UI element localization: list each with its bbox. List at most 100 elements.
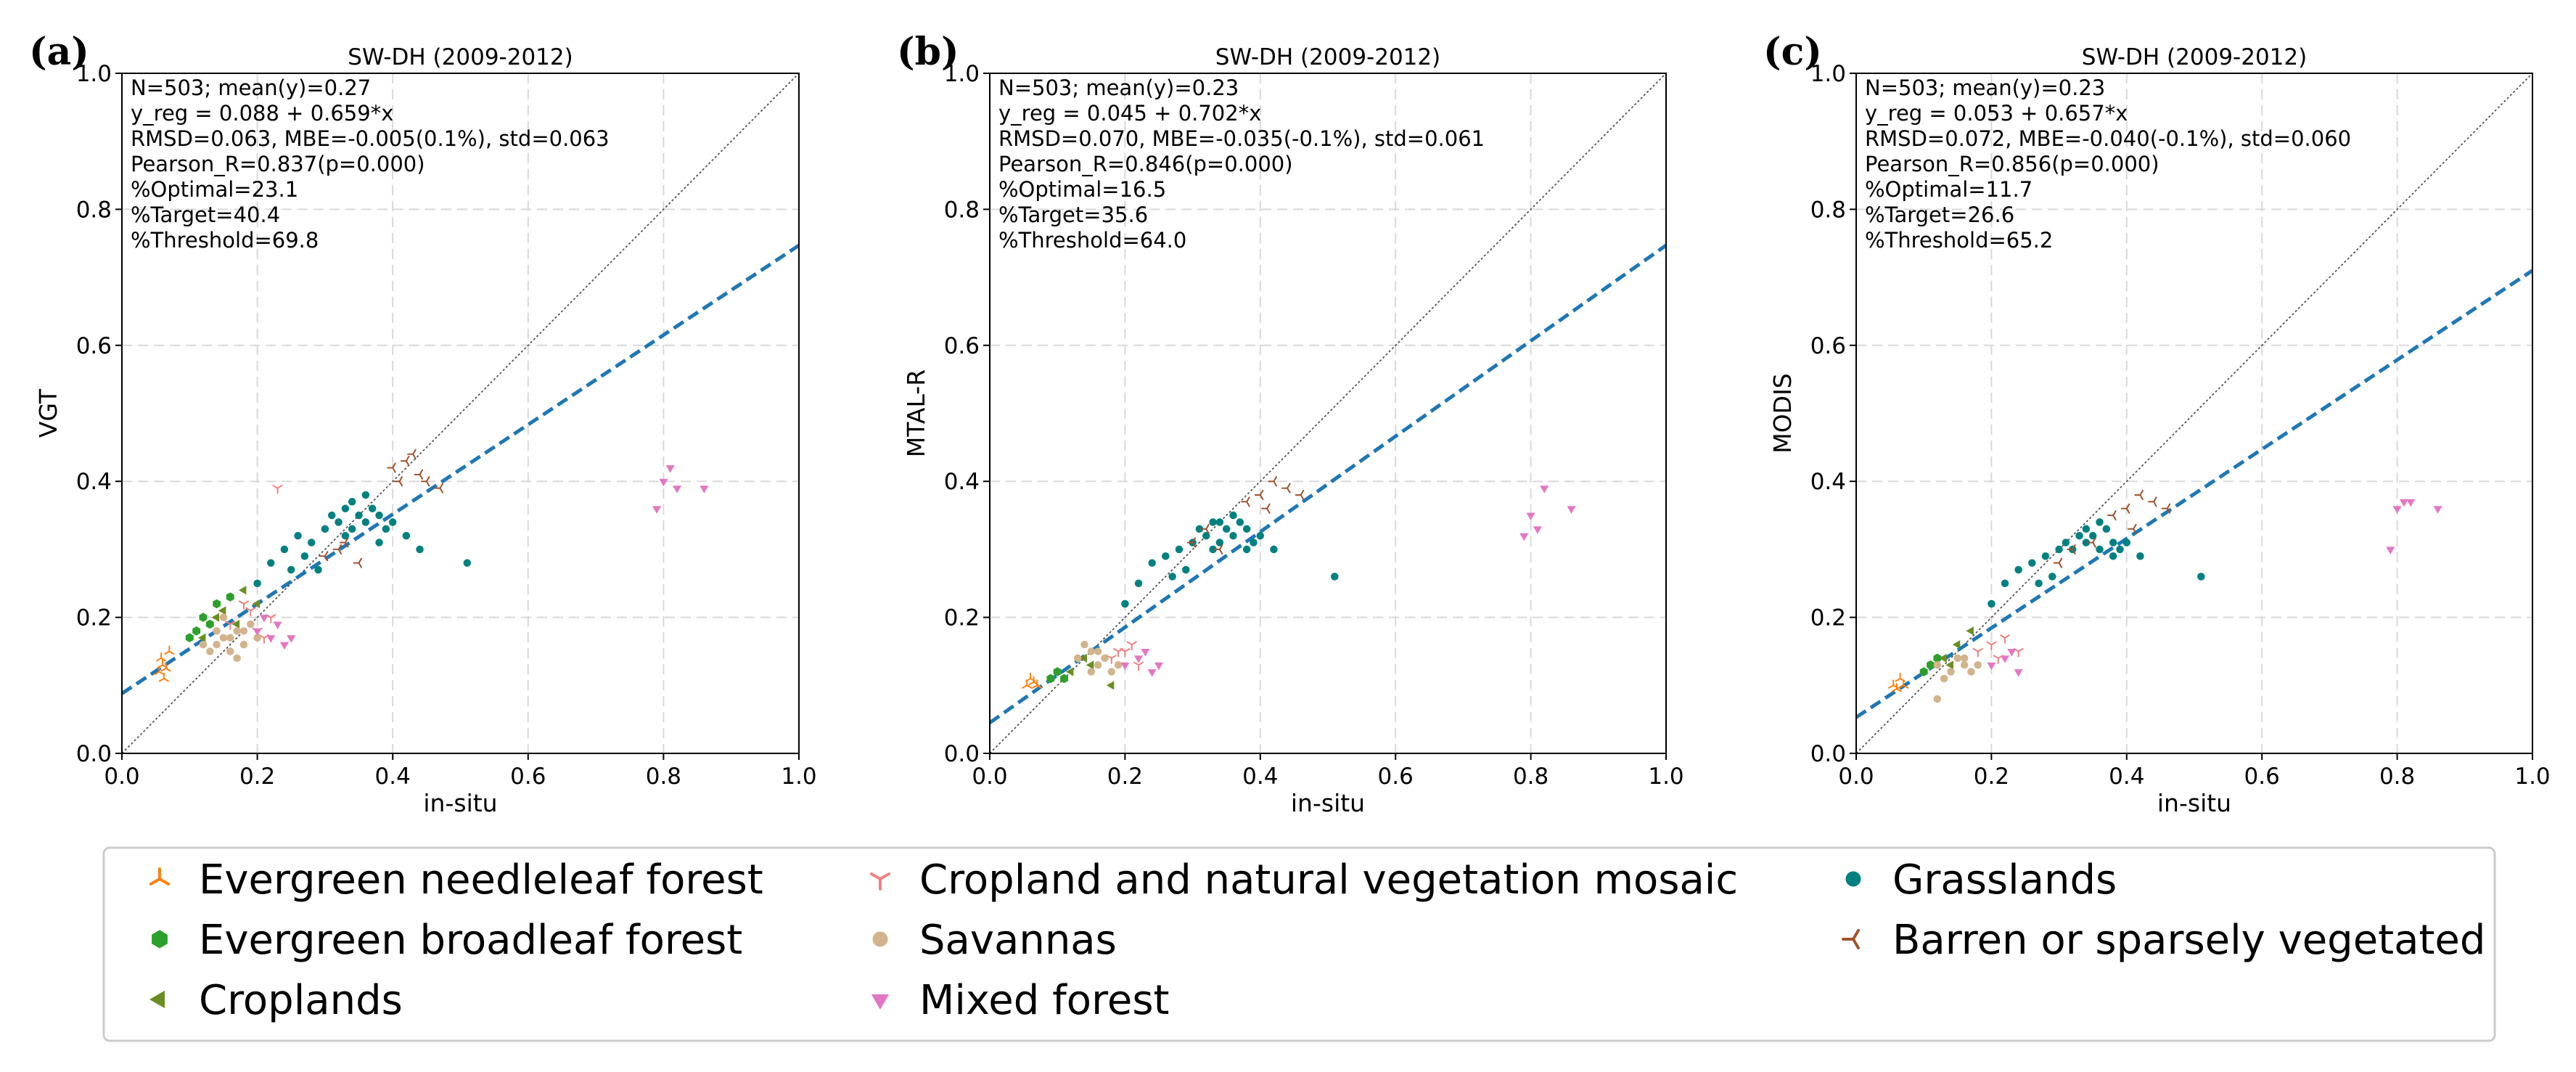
series-mosaic [1972, 634, 2024, 664]
point-barren [1295, 489, 1305, 501]
series-mosaic [1106, 641, 1144, 671]
point-grass [375, 511, 383, 520]
legend-marker [872, 931, 888, 947]
y-tick-label: 0.4 [944, 469, 980, 495]
point-mf [1540, 486, 1549, 494]
point-grass [2075, 531, 2083, 540]
point-grass [1229, 511, 1237, 520]
point-sav [199, 640, 208, 649]
point-grass [1215, 518, 1224, 526]
x-tick-label: 0.6 [510, 764, 546, 790]
series-mf [253, 465, 709, 650]
y-tick-label: 0.2 [944, 605, 980, 631]
points [1888, 489, 2442, 703]
point-mosaic [1986, 641, 1997, 651]
point-crop [1079, 653, 1087, 663]
point-grass [280, 545, 289, 554]
legend-marker [149, 990, 165, 1009]
point-crop [198, 633, 206, 642]
point-mf [1526, 512, 1535, 520]
point-grass [294, 531, 302, 540]
point-barren [1281, 483, 1291, 494]
point-barren [2087, 537, 2096, 548]
point-mosaic [225, 621, 236, 630]
point-sav [1947, 668, 1955, 676]
point-barren [414, 469, 424, 480]
point-mf [673, 486, 682, 494]
legend-marker [1842, 928, 1860, 950]
point-mf [2001, 655, 2010, 663]
series-crop [198, 586, 261, 642]
point-grass [368, 504, 377, 512]
point-barren [1254, 489, 1264, 501]
point-grass [2082, 525, 2091, 533]
panel-2: 0.0 0.2 0.4 0.6 0.8 1.0 0.0 0.2 0.4 0.6 0.8 1.0 SW-D… [897, 30, 1684, 817]
point-mf [1141, 649, 1150, 657]
point-barren [1213, 544, 1223, 555]
x-tick-label: 0.2 [239, 764, 275, 790]
y-tick-label: 0.8 [1810, 197, 1846, 223]
point-grass [375, 539, 383, 547]
stat-line: N=503; mean(y)=0.23 [998, 75, 1239, 100]
point-crop [1065, 667, 1074, 676]
point-ebf [1933, 653, 1942, 663]
point-sav [247, 620, 255, 629]
legend-label: Evergreen broadleaf forest [199, 917, 742, 964]
legend-frame [102, 846, 2496, 1042]
plot-frame [121, 73, 800, 754]
points [154, 449, 709, 682]
stat-line: N=503; mean(y)=0.27 [131, 75, 371, 100]
point-sav [1094, 660, 1102, 669]
point-grass [1250, 539, 1258, 547]
point-mf [2433, 506, 2442, 514]
point-crop [1939, 653, 1947, 663]
point-enf [160, 662, 171, 672]
series-barren [1186, 476, 1305, 555]
legend-item-barren: Barren or sparsely vegetated [1842, 917, 2485, 964]
point-grass [2102, 525, 2111, 533]
x-axis-label: in-situ [2157, 789, 2231, 817]
point-grass [1242, 545, 1251, 554]
legend-item-mf: Mixed forest [871, 977, 1169, 1024]
point-grass [267, 559, 275, 567]
stat-line: %Target=26.6 [1865, 202, 2014, 227]
point-sav [1114, 660, 1123, 669]
y-axis-label: MTAL-R [902, 369, 930, 457]
point-crop [218, 606, 226, 615]
legend-item-mosaic: Cropland and natural vegetation mosaic [869, 856, 1738, 904]
y-tick-label: 0.4 [76, 469, 112, 495]
y-axis-label: MODIS [1768, 373, 1797, 454]
stat-line: %Threshold=64.0 [998, 228, 1186, 253]
legend-label: Grasslands [1892, 856, 2117, 904]
point-mosaic [1126, 641, 1137, 651]
point-grass [1162, 552, 1170, 560]
point-sav [1094, 647, 1102, 655]
panel-title: SW-DH (2009-2012) [1215, 44, 1440, 70]
point-barren [393, 476, 403, 487]
point-mf [1147, 669, 1157, 677]
point-grass [402, 531, 411, 540]
point-ebf [1060, 674, 1068, 684]
point-grass [1209, 545, 1217, 554]
point-grass [1182, 565, 1190, 574]
point-mf [665, 465, 675, 473]
point-crop [1966, 626, 1974, 636]
legend: Evergreen needleleaf forest Evergreen bro… [102, 846, 2496, 1042]
stat-line: %Optimal=23.1 [131, 177, 298, 202]
point-crop [238, 586, 247, 595]
x-tick-label: 0.8 [1513, 764, 1549, 790]
point-sav [1073, 654, 1082, 663]
point-grass [2062, 539, 2070, 547]
point-grass [307, 539, 316, 547]
point-barren [339, 537, 349, 548]
x-tick-label: 1.0 [781, 764, 816, 790]
point-mf [2392, 506, 2402, 514]
point-sav [253, 634, 261, 642]
point-sav [1080, 640, 1088, 649]
point-sav [219, 613, 228, 621]
stat-line: %Target=35.6 [998, 202, 1148, 227]
point-grass [2197, 573, 2205, 581]
x-tick-label: 0.0 [972, 764, 1007, 790]
point-sav [226, 634, 234, 642]
